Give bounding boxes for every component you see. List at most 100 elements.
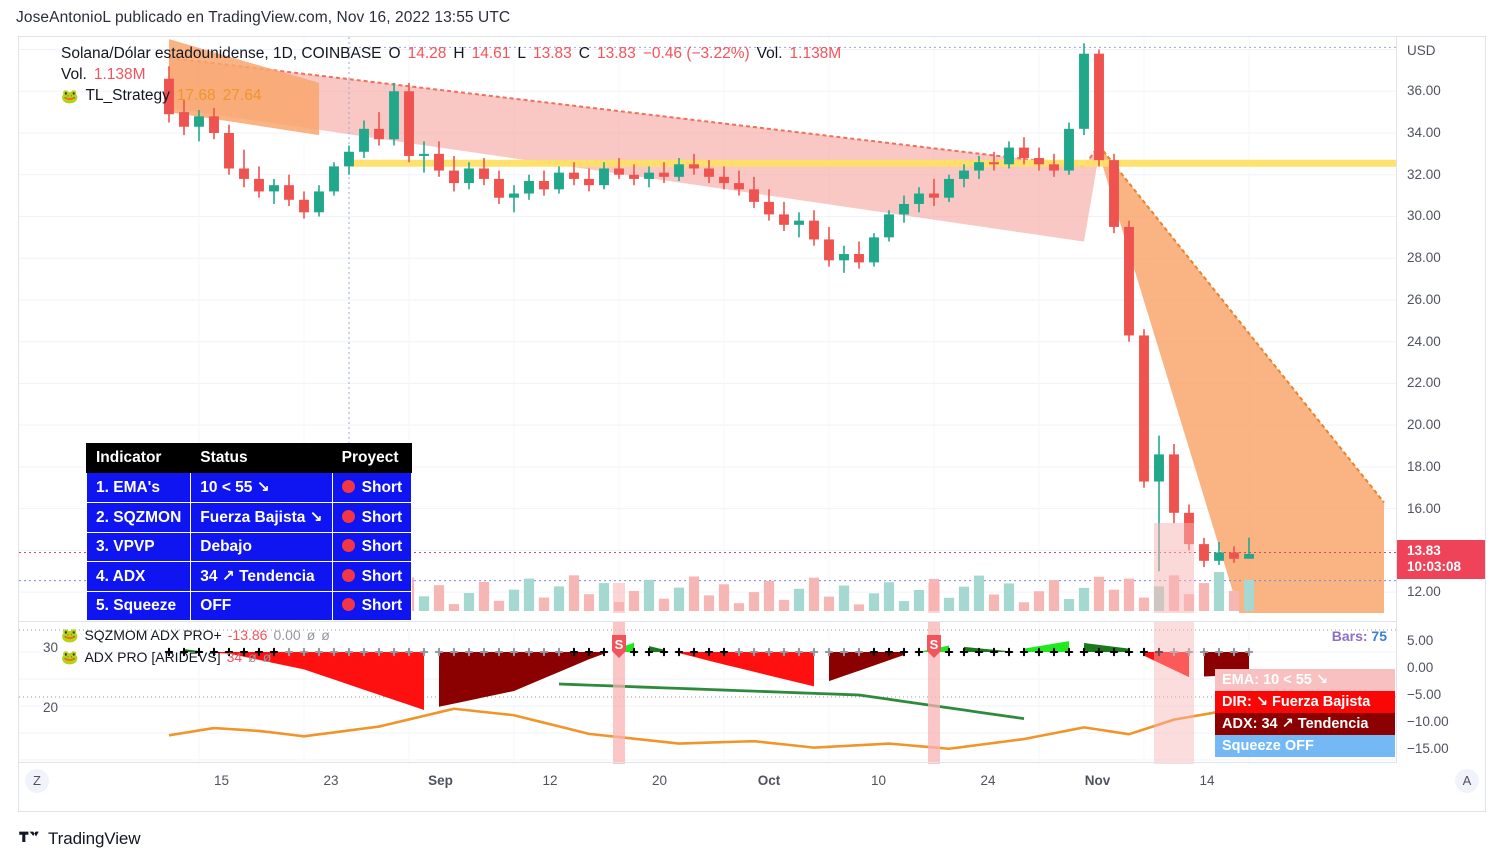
price-tick-18-00: 18.00 [1407,458,1441,474]
adxpro-value-3: ø [262,649,272,665]
legend-strategy-name[interactable]: TL_Strategy [85,87,170,104]
price-tick-24-00: 24.00 [1407,333,1441,349]
legend-change: −0.46 (−3.22%) [642,45,750,62]
status-dot-icon [341,568,355,582]
legend-symbol[interactable]: Solana/Dólar estadounidense, 1D, COINBAS… [61,45,382,62]
price-pane[interactable] [19,37,1397,613]
status-box-dir: DIR: ↘ Fuerza Bajista [1215,691,1395,713]
time-tick-Nov: Nov [1084,773,1111,788]
legend-open-value: 14.28 [407,45,447,62]
scroll-to-end-button[interactable]: A [1455,769,1479,793]
price-tick-22-00: 22.00 [1407,375,1441,391]
col-project: Proyect [331,443,413,473]
table-row: 1. EMA's 10 < 55 ↘ Short [85,472,413,503]
legend-high-value: 14.61 [471,45,511,62]
cell-indicator: 2. SQZMON [85,502,192,533]
indicator-tick-0: 5.00 [1407,633,1434,648]
legend-volume-value: 1.138M [93,66,146,83]
cell-project: Short [331,472,413,503]
time-axis[interactable]: Z A 15 23 Sep 12 20 Oct 10 24 Nov 14 [19,762,1479,811]
price-tick-20-00: 20.00 [1407,417,1441,433]
table-row: 3. VPVP Debajo Short [85,532,413,562]
status-dot-icon [341,509,355,523]
legend-strategy-value-2: 27.64 [222,87,262,104]
time-tick-12: 12 [542,773,558,788]
indicator-tick-4: −15.00 [1407,741,1449,756]
cell-project: Short [331,502,413,533]
current-price-badge: 13.83 10:03:08 [1397,539,1485,579]
price-tick-30-00: 30.00 [1407,208,1441,224]
cell-project-label: Short [361,478,403,496]
cell-project: Short [331,532,413,562]
price-tick-36-00: 36.00 [1407,83,1441,99]
sqzmom-value-1: -13.86 [227,627,268,643]
cell-project-label: Short [361,508,403,526]
chart-legend: Solana/Dólar estadounidense, 1D, COINBAS… [61,43,841,106]
time-tick-Oct: Oct [757,773,781,788]
price-tick-12-00: 12.00 [1407,584,1441,600]
cell-project-label: Short [361,538,403,555]
status-dot-icon [341,479,355,493]
status-dot-icon [341,598,355,611]
svg-text:S: S [930,637,939,652]
cell-project: Short [331,591,413,621]
cell-status: 10 < 55 ↘ [190,472,333,503]
legend-volume-row: Vol. 1.138M [61,64,841,85]
scroll-to-start-button[interactable]: Z [25,769,49,793]
sqzmom-value-2: 0.00 [273,627,301,643]
legend-low-value: 13.83 [533,45,572,62]
time-tick-20: 20 [651,773,668,788]
time-tick-Sep: Sep [428,773,453,788]
legend-strategy-row: 🐸 TL_Strategy 17.68 27.64 [61,85,841,106]
indicator-legend-row-1: 🐸 SQZMOM ADX PRO+ -13.86 0.00 ø ø [61,624,330,646]
legend-close-label: C [578,45,590,62]
tradingview-wordmark: TradingView [48,829,141,848]
time-tick-14: 14 [1199,773,1215,788]
time-tick-23: 23 [323,773,339,788]
legend-volume-label: Vol. [61,66,87,83]
current-price: 13.83 [1407,542,1441,558]
bars-prefix: Bars: [1331,628,1372,644]
bars-count: 75 [1371,628,1387,644]
table-row: 4. ADX 34 ↗ Tendencia Short [85,561,413,592]
publish-bar: JoseAntonioL publicado en TradingView.co… [0,0,1504,35]
indicator-legend-row-2: 🐸 ADX PRO [ARIDEVS] 34 ø ø [61,646,330,668]
table-body: 1. EMA's 10 < 55 ↘ Short 2. SQZMON Fuerza Ba… [85,472,413,621]
cell-indicator: 1. EMA's [85,472,192,503]
adxpro-name[interactable]: ADX PRO [ARIDEVS] [84,649,221,665]
cell-project: Short [331,561,413,592]
indicator-pane[interactable]: S S 🐸 SQZMOM ADX PRO+ -13.86 0.00 ø ø 🐸 A… [19,621,1397,764]
price-tick-26-00: 26.00 [1407,291,1441,307]
chart-frame: Solana/Dólar estadounidense, 1D, COINBAS… [18,36,1486,812]
time-tick-10: 10 [870,773,887,788]
sqzmom-value-3: ø [306,627,316,643]
time-tick-15: 15 [213,773,230,788]
frog-icon: 🐸 [61,87,79,104]
sqzmom-name[interactable]: SQZMOM ADX PRO+ [84,627,222,643]
legend-low-label: L [517,45,526,62]
price-tick-32-00: 32.00 [1407,166,1441,182]
price-tick-34-00: 34.00 [1407,125,1441,140]
cell-status: OFF [190,591,333,621]
legend-ohlc-row: Solana/Dólar estadounidense, 1D, COINBAS… [61,43,841,64]
cell-indicator: 3. VPVP [85,532,192,562]
legend-high-label: H [453,45,465,62]
legend-vol-value: 1.138M [789,45,842,62]
price-tick-28-00: 28.00 [1407,250,1441,266]
sqzmom-value-4: ø [321,627,330,643]
frog-icon: 🐸 [61,627,79,643]
col-status: Status [190,443,333,473]
table-row: 5. Squeeze OFF Short [85,591,413,621]
indicator-tick-2: −5.00 [1407,687,1442,702]
adx-left-tick-20: 20 [43,700,59,715]
col-indicator: Indicator [85,443,192,473]
adx-left-tick-30: 30 [43,640,59,655]
status-box-group: EMA: 10 < 55 ↘ DIR: ↘ Fuerza Bajista ADX… [1215,669,1395,757]
legend-open-label: O [388,45,401,62]
svg-text:S: S [615,637,624,652]
bar-countdown: 10:03:08 [1407,558,1462,574]
table-header-row: Indicator Status Proyect [85,443,413,473]
price-axis[interactable]: USD 36.00 34.00 32.00 30.00 28.00 26.00 24.00 2… [1396,37,1485,763]
adxpro-value-1: 34 [226,649,243,665]
cell-status: Debajo [190,532,333,562]
